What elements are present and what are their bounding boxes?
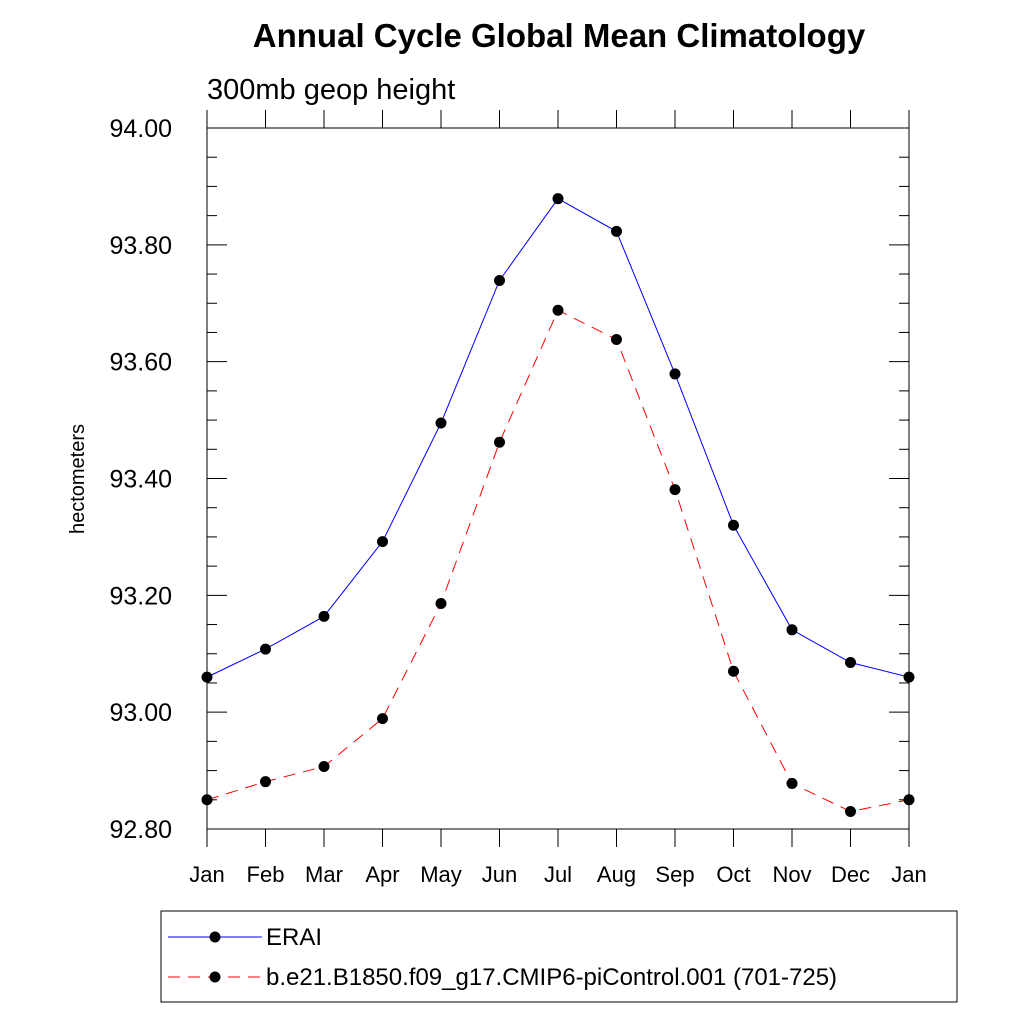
series-1-point	[552, 193, 564, 205]
x-tick-label: Aug	[597, 862, 636, 887]
series-2-point	[669, 484, 681, 496]
series-2-point	[435, 598, 447, 610]
x-tick-label: Jul	[544, 862, 572, 887]
series-1-point	[201, 671, 213, 683]
x-tick-label: Jan	[189, 862, 224, 887]
series-2-point	[786, 777, 798, 789]
y-tick-label: 92.80	[109, 816, 172, 844]
legend-label-2: b.e21.B1850.f09_g17.CMIP6-piControl.001 …	[266, 964, 837, 991]
series-2-point	[201, 794, 213, 806]
legend-marker-2	[209, 971, 221, 983]
y-tick-label: 93.60	[109, 349, 172, 377]
legend-box	[160, 910, 958, 1003]
series-2-point	[377, 713, 388, 725]
x-tick-label: Mar	[305, 862, 343, 887]
series-2-point	[552, 304, 564, 316]
series-2-point	[845, 805, 856, 817]
x-tick-label: Jun	[482, 862, 517, 887]
x-tick-label: Oct	[716, 862, 750, 887]
legend-marker-1	[209, 931, 221, 943]
x-tick-label: Jan	[891, 862, 926, 887]
x-tick-labels: Jan Feb Mar Apr May Jun Jul Aug Sep Oct Nov Dec Jan	[189, 862, 926, 887]
legend-label-1: ERAI	[266, 924, 322, 951]
axes-ticks	[206, 110, 910, 847]
series-1-point	[786, 624, 798, 636]
series-1-point	[318, 610, 330, 622]
x-tick-label: Sep	[655, 862, 694, 887]
series-1-point	[435, 417, 447, 429]
y-tick-label: 93.80	[109, 232, 172, 260]
x-tick-label: Feb	[247, 862, 285, 887]
series-2-point	[318, 760, 330, 772]
series-1-point	[494, 274, 505, 286]
series-1-point	[377, 536, 388, 548]
series-line-1	[206, 198, 910, 678]
y-tick-label: 93.00	[109, 699, 172, 727]
series-line-2	[206, 309, 910, 812]
y-tick-label: 94.00	[109, 115, 172, 143]
series-2-point	[260, 776, 271, 788]
y-tick-label: 93.20	[109, 582, 172, 610]
series-1-point	[728, 519, 739, 531]
x-tick-label: Nov	[772, 862, 811, 887]
plot-frame	[206, 127, 910, 830]
series-group	[201, 193, 915, 817]
series-2-point	[903, 794, 915, 806]
series-1-point	[611, 225, 622, 237]
series-2-point	[611, 333, 622, 345]
x-tick-label: May	[420, 862, 462, 887]
series-1-point	[669, 368, 681, 380]
series-1-point	[260, 643, 271, 655]
chart-title: Annual Cycle Global Mean Climatology	[253, 17, 866, 54]
y-axis-title: hectometers	[67, 424, 89, 534]
y-tick-labels: 94.00 93.80 93.60 93.40 93.20 93.00 92.80	[109, 115, 172, 844]
x-tick-label: Apr	[365, 862, 399, 887]
series-1-point	[903, 671, 915, 683]
chart-subtitle: 300mb geop height	[207, 74, 455, 106]
legend: ERAI b.e21.B1850.f09_g17.CMIP6-piControl.…	[168, 924, 837, 991]
y-tick-label: 93.40	[109, 466, 172, 494]
series-2-point	[728, 665, 739, 677]
series-2-point	[494, 436, 505, 448]
series-1-point	[845, 657, 856, 669]
x-tick-label: Dec	[831, 862, 870, 887]
